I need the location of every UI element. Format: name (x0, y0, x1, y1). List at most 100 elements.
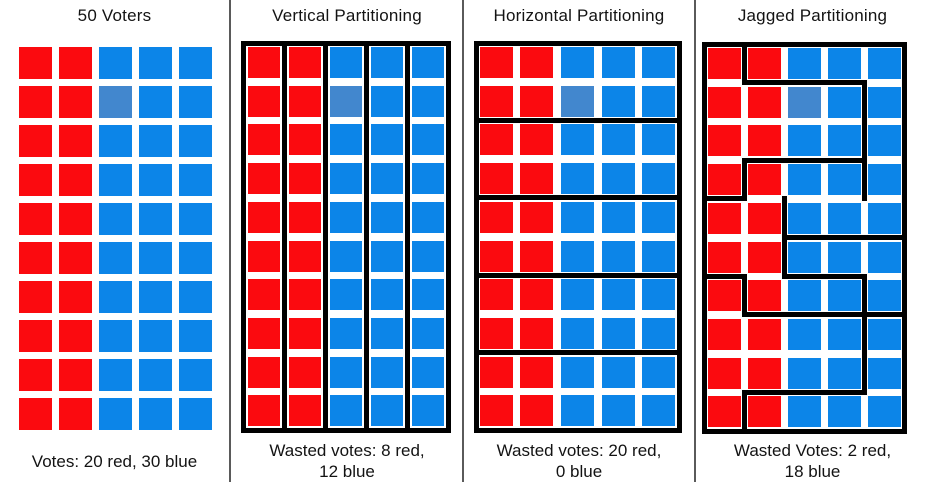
voter-square (787, 164, 821, 196)
voter-square (179, 398, 212, 430)
voter-square (288, 395, 321, 427)
voter-square (707, 396, 741, 428)
voter-square (520, 279, 554, 311)
voter-square (370, 201, 403, 233)
voter-square (329, 279, 362, 311)
voter-square (247, 356, 280, 388)
voter-square (139, 281, 172, 313)
voter-square (867, 280, 901, 312)
voter-square (247, 201, 280, 233)
voter-square (520, 124, 554, 156)
voter-square (707, 125, 741, 157)
voter-square (59, 203, 92, 235)
voter-square (179, 47, 212, 79)
voter-square (561, 163, 594, 195)
voter-square (601, 317, 635, 349)
voter-square (867, 357, 901, 389)
voter-square (520, 47, 554, 78)
panel-vertical-partitioning: Vertical Partitioning Wasted votes: 8 re… (232, 0, 462, 491)
voter-square (139, 125, 172, 157)
wasted-votes-caption: Wasted votes: 20 red, 0 blue (464, 440, 694, 482)
voter-square (787, 48, 821, 79)
panel-divider (462, 0, 464, 482)
voter-square (479, 240, 513, 272)
voter-square (19, 359, 52, 391)
voter-square (827, 357, 861, 389)
voter-square (19, 281, 52, 313)
voter-square (99, 125, 132, 157)
voter-square (561, 279, 594, 311)
vote-caption: Votes: 20 red, 30 blue (0, 451, 229, 472)
voter-square (520, 85, 554, 117)
voter-square (99, 164, 132, 196)
voter-square (411, 317, 444, 349)
panel-title: 50 Voters (77, 6, 152, 25)
voter-square (747, 357, 781, 389)
voter-square (520, 356, 554, 388)
district-outer-border (473, 40, 682, 433)
voter-square (707, 241, 741, 273)
voter-square (707, 280, 741, 312)
voter-square (747, 48, 781, 79)
district-line (781, 235, 907, 240)
voter-square (59, 242, 92, 274)
caption-line: Wasted Votes: 2 red, (733, 441, 892, 460)
voter-square (19, 125, 52, 157)
voter-square (642, 163, 676, 195)
voter-square (747, 396, 781, 428)
voter-square (139, 320, 172, 352)
voter-square (329, 240, 362, 272)
district-line (861, 312, 907, 318)
voter-square (59, 320, 92, 352)
voter-square (520, 163, 554, 195)
caption-line: Votes: 20 red, 30 blue (31, 452, 198, 471)
district-line (741, 157, 747, 202)
voter-square (411, 395, 444, 427)
voter-square (59, 164, 92, 196)
voter-square (19, 203, 52, 235)
voter-square (179, 164, 212, 196)
voter-square (827, 164, 861, 196)
district-line (861, 312, 867, 395)
voter-square (787, 125, 821, 157)
district-line (741, 80, 867, 86)
voter-square (329, 47, 362, 78)
voter-square (867, 125, 901, 157)
voter-square (747, 164, 781, 196)
voter-square (370, 124, 403, 156)
voter-square (561, 395, 594, 427)
voter-square (370, 240, 403, 272)
voter-square (867, 241, 901, 273)
district-line (404, 40, 410, 433)
voter-square (642, 356, 676, 388)
voter-square (288, 163, 321, 195)
voter-square (179, 86, 212, 118)
voter-square (370, 317, 403, 349)
voter-square (827, 125, 861, 157)
voter-square (59, 359, 92, 391)
voter-square (601, 85, 635, 117)
district-line (741, 389, 867, 395)
voter-square (179, 281, 212, 313)
voter-square (139, 398, 172, 430)
voter-square (19, 242, 52, 274)
voter-square (601, 124, 635, 156)
district-line (701, 273, 747, 279)
voter-square (288, 124, 321, 156)
voter-square (247, 163, 280, 195)
panel-title: Vertical Partitioning (272, 6, 422, 25)
voter-square (707, 86, 741, 118)
voter-square (59, 125, 92, 157)
voter-square (707, 318, 741, 350)
voter-square (370, 47, 403, 78)
voter-square (867, 202, 901, 234)
voter-square (411, 279, 444, 311)
voter-square (707, 202, 741, 234)
voter-square (601, 201, 635, 233)
caption-line: 12 blue (319, 462, 375, 481)
voter-square (601, 163, 635, 195)
district-line (281, 40, 287, 433)
voter-square (288, 279, 321, 311)
voter-square (561, 201, 594, 233)
